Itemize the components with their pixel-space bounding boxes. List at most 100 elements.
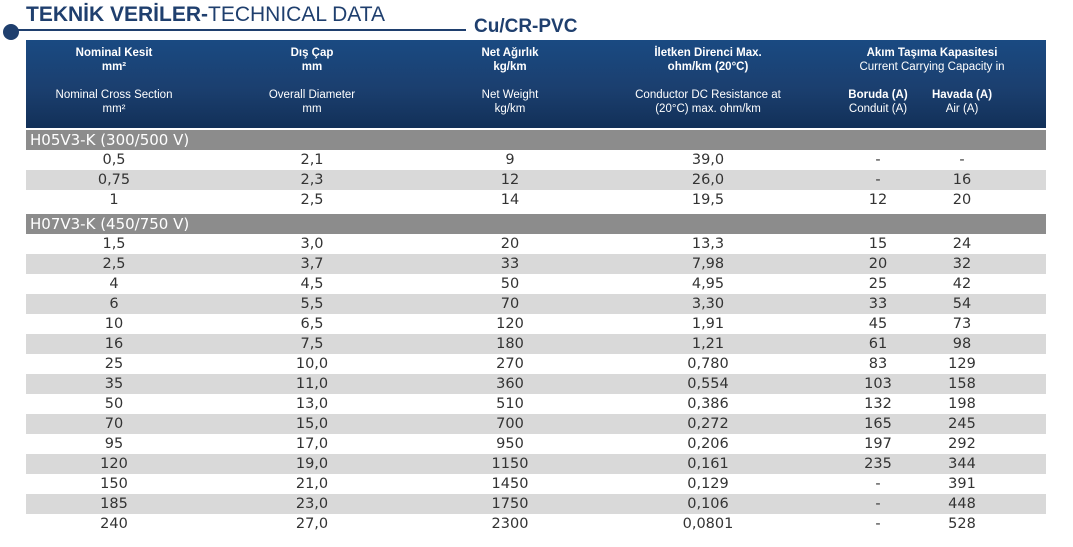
title-underline [12,29,466,31]
table-cell: 15 [868,236,888,252]
table-cell: 98 [952,336,972,352]
table-cell: 510 [496,396,524,412]
header-en-label: Current Carrying Capacity in [859,61,1005,73]
table-cell: 14 [500,192,520,208]
table-cell: 10,0 [295,356,329,372]
section-header: H05V3-K (300/500 V) [26,130,1046,150]
table-cell: 7,5 [300,336,324,352]
table-cell: 0,386 [687,396,729,412]
table-cell: 15,0 [295,416,329,432]
table-row: 2,5 3,7 33 7,98 20 32 [26,254,1046,274]
table-cell: 700 [496,416,524,432]
table-cell: - [875,152,881,168]
header-conduit-en: Conduit (A) [848,103,908,115]
table-row: 150 21,0 1450 0,129 - 391 [26,474,1046,494]
technical-data-table: Nominal Kesit mm² Nominal Cross Section mm… [26,40,1046,534]
header-conductor-resistance: İletken Direnci Max. ohm/km (20°C) Conduc… [598,40,818,128]
table-cell: 26,0 [691,172,725,188]
table-cell: 2300 [491,516,529,532]
table-cell: 180 [496,336,524,352]
table-cell: 3,7 [300,256,324,272]
header-tr-label: Dış Çap [290,47,334,59]
table-cell: 24 [952,236,972,252]
header-conduit: Boruda (A) Conduit (A) [818,88,938,116]
table-cell: 240 [100,516,128,532]
table-row: 10 6,5 120 1,91 45 73 [26,314,1046,334]
table-cell: 4,5 [300,276,324,292]
table-cell: 12 [868,192,888,208]
table-cell: - [875,172,881,188]
table-cell: 20 [952,192,972,208]
header-tr-label: İletken Direnci Max. [654,47,762,59]
table-cell: 0,780 [687,356,729,372]
table-cell: 95 [104,436,124,452]
table-row: 6 5,5 70 3,30 33 54 [26,294,1046,314]
header-en-label: Overall Diameter [268,89,356,101]
table-cell: 23,0 [295,496,329,512]
table-cell: 448 [948,496,976,512]
table-cell: 33 [500,256,520,272]
section-header: H07V3-K (450/750 V) [26,214,1046,234]
header-tr-unit: mm [301,61,323,73]
table-cell: 25 [868,276,888,292]
table-cell: 12 [500,172,520,188]
table-cell: 5,5 [300,296,324,312]
table-cell: 235 [864,456,892,472]
table-cell: 245 [948,416,976,432]
table-cell: 2,5 [102,256,126,272]
table-cell: 9 [505,152,515,168]
table-cell: 2,1 [300,152,324,168]
table-cell: 33 [868,296,888,312]
table-cell: 42 [952,276,972,292]
table-cell: 344 [948,456,976,472]
table-cell: 10 [104,316,124,332]
table-cell: 50 [500,276,520,292]
table-cell: 25 [104,356,124,372]
table-cell: 0,5 [102,152,126,168]
table-cell: 17,0 [295,436,329,452]
table-cell: - [875,476,881,492]
header-tr-unit: ohm/km (20°C) [667,61,749,73]
table-row: 70 15,0 700 0,272 165 245 [26,414,1046,434]
table-cell: 35 [104,376,124,392]
table-cell: 132 [864,396,892,412]
header-en-label: Net Weight [481,89,539,101]
table-cell: 19,5 [691,192,725,208]
table-cell: 103 [864,376,892,392]
table-cell: 0,75 [97,172,131,188]
table-cell: 1,21 [691,336,725,352]
table-row: 185 23,0 1750 0,106 - 448 [26,494,1046,514]
table-cell: 1,91 [691,316,725,332]
header-overall-diameter: Dış Çap mm Overall Diameter mm [202,40,422,128]
table-body: H05V3-K (300/500 V) 0,5 2,1 9 39,0 - - 0,75 2,3 1… [26,128,1046,534]
table-row: 1,5 3,0 20 13,3 15 24 [26,234,1046,254]
title-normal: TECHNICAL DATA [208,3,385,26]
table-cell: 4,95 [691,276,725,292]
table-cell: 32 [952,256,972,272]
table-cell: 50 [104,396,124,412]
header-tr-label: Net Ağırlık [481,47,539,59]
table-cell: 13,3 [691,236,725,252]
header-tr-unit: mm² [101,61,127,73]
table-cell: 1450 [491,476,529,492]
table-cell: 7,98 [691,256,725,272]
title-bullet-dot [3,24,19,40]
table-cell: 120 [100,456,128,472]
table-cell: 27,0 [295,516,329,532]
cable-type-subtitle: Cu/CR-PVC [474,16,578,37]
table-cell: 950 [496,436,524,452]
table-cell: 0,106 [687,496,729,512]
table-cell: 120 [496,316,524,332]
table-cell: 6 [109,296,119,312]
table-cell: - [875,516,881,532]
table-cell: 83 [868,356,888,372]
table-row: 95 17,0 950 0,206 197 292 [26,434,1046,454]
table-cell: 70 [500,296,520,312]
table-cell: 19,0 [295,456,329,472]
header-tr-label: Akım Taşıma Kapasitesi [866,47,998,59]
table-cell: 1150 [491,456,529,472]
table-cell: 16 [104,336,124,352]
table-cell: 0,206 [687,436,729,452]
table-cell: 3,0 [300,236,324,252]
table-row: 50 13,0 510 0,386 132 198 [26,394,1046,414]
